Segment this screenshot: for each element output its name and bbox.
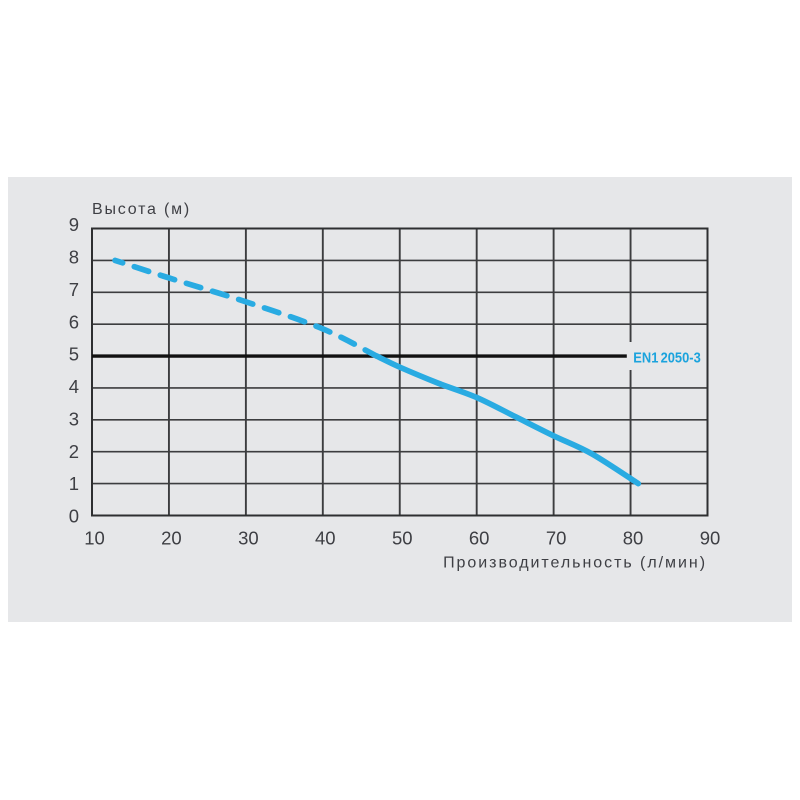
svg-text:0: 0 (69, 506, 79, 527)
svg-text:7: 7 (69, 279, 79, 300)
svg-text:3: 3 (69, 408, 79, 429)
svg-text:Высота (м): Высота (м) (92, 201, 191, 218)
svg-text:9: 9 (69, 214, 79, 235)
svg-text:50: 50 (392, 528, 413, 549)
svg-text:2: 2 (69, 441, 79, 462)
svg-text:80: 80 (623, 528, 644, 549)
svg-text:60: 60 (469, 528, 490, 549)
svg-text:1: 1 (69, 473, 79, 494)
svg-text:Производительность (л/мин): Производительность (л/мин) (443, 555, 707, 572)
svg-text:30: 30 (238, 528, 259, 549)
svg-text:40: 40 (315, 528, 336, 549)
svg-text:5: 5 (69, 344, 79, 365)
svg-text:10: 10 (84, 528, 105, 549)
svg-text:90: 90 (700, 528, 721, 549)
svg-text:8: 8 (69, 247, 79, 268)
svg-text:70: 70 (546, 528, 567, 549)
svg-text:20: 20 (161, 528, 182, 549)
svg-text:6: 6 (69, 311, 79, 332)
svg-text:4: 4 (69, 376, 79, 397)
